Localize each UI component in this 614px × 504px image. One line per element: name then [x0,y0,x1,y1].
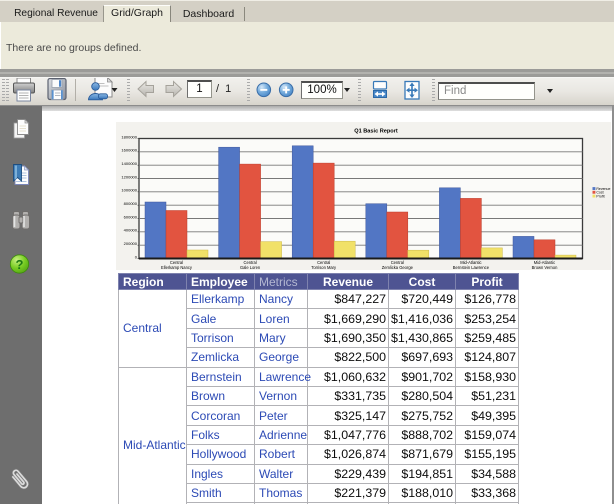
svg-text:800000: 800000 [124,201,138,206]
svg-text:?: ? [16,257,24,272]
svg-text:1600000: 1600000 [121,148,137,153]
svg-text:1800000: 1800000 [121,134,137,139]
svg-text:1400000: 1400000 [121,161,137,166]
svg-text:Ellerkamp Nancy: Ellerkamp Nancy [161,265,193,270]
svg-text:400000: 400000 [124,228,138,233]
svg-text:Central: Central [170,260,183,265]
svg-text:Central: Central [317,260,330,265]
svg-text:Profit: Profit [596,194,604,198]
svg-text:Central: Central [243,260,256,265]
svg-text:Mid-Atlantic: Mid-Atlantic [534,260,555,265]
svg-text:Brown Vernon: Brown Vernon [532,265,558,270]
svg-text:Mid-Atlantic: Mid-Atlantic [460,260,481,265]
svg-text:Revenue: Revenue [596,187,610,191]
svg-text:Central: Central [391,260,404,265]
svg-text:Gale Loren: Gale Loren [240,265,261,270]
svg-text:0: 0 [135,254,138,259]
svg-text:Cost: Cost [596,191,603,195]
svg-text:Bernstein Lawrence: Bernstein Lawrence [453,265,490,270]
svg-text:1200000: 1200000 [121,174,137,179]
svg-text:600000: 600000 [124,214,138,219]
svg-text:Zemlicka George: Zemlicka George [382,265,414,270]
svg-text:1000000: 1000000 [121,188,137,193]
svg-text:Q1 Basic Report: Q1 Basic Report [354,129,398,135]
svg-text:Torrison Mary: Torrison Mary [311,265,337,270]
svg-text:200000: 200000 [124,241,138,246]
